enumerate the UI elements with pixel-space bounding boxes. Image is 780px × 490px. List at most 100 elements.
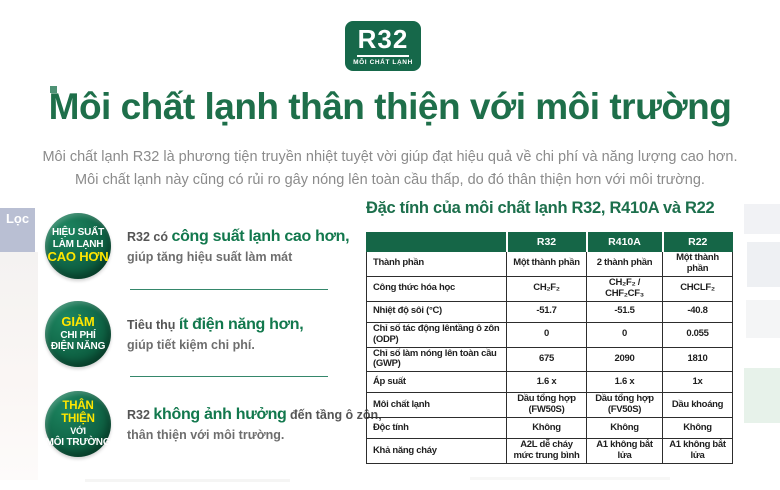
intro-paragraph: Môi chất lạnh R32 là phương tiện truyền … [0, 146, 780, 192]
row-label: Công thức hóa học [366, 275, 507, 302]
benefit-highlight: ít điện năng hơn, [178, 315, 304, 333]
page-title: Môi chất lạnh thân thiện với môi trường [48, 86, 732, 127]
row-label: Môi chất lạnh [366, 392, 507, 419]
cell-r410a: 0 [586, 321, 663, 348]
cell-r22: 1x [662, 371, 733, 394]
background-image-remnant-left [0, 252, 38, 480]
benefit-line-1: Tiêu thụ ít điện năng hơn, [127, 315, 304, 336]
cell-r32: 675 [506, 346, 587, 373]
spec-table-panel: Đặc tính của môi chất lạnh R32, R410A và… [366, 199, 734, 465]
col-header-r22: R22 [661, 232, 733, 252]
badge-line-highlight: CAO HƠN [47, 249, 109, 265]
col-header-r32: R32 [505, 232, 587, 252]
cell-r410a: 1.6 x [586, 371, 663, 394]
cell-r410a: CH₂F₂ / CHF₂CF₃ [586, 275, 663, 302]
row-label: Chỉ số tác động lêntầng ô zôn (ODP) [366, 321, 507, 348]
benefit-prefix: R32 [127, 407, 154, 422]
benefit-line-2: giúp tiết kiệm chi phí. [127, 337, 255, 352]
benefit-prefix: Tiêu thụ [127, 317, 179, 332]
background-remnant-right-1 [744, 204, 780, 234]
badge-line: MÔI TRƯỜNG [45, 436, 111, 448]
table-row: Áp suất 1.6 x 1.6 x 1x [366, 371, 733, 394]
background-filter-button[interactable]: Lọc [0, 208, 35, 252]
benefit-circle-badge: HIỆU SUẤT LÀM LẠNH CAO HƠN [45, 213, 111, 279]
badge-line: CHI PHÍ [60, 329, 96, 341]
cell-r410a: 2 thành phần [586, 251, 663, 277]
table-row: Chỉ số làm nóng lên toàn cầu (GWP) 675 2… [366, 346, 733, 373]
benefit-text: R32 có công suất lạnh cao hơn, giúp tăng… [127, 227, 350, 265]
cell-r22: 1810 [662, 346, 733, 373]
intro-line-2: Môi chất lạnh này cũng có rủi ro gây nón… [75, 172, 705, 189]
row-label: Nhiệt độ sôi (°C) [366, 300, 507, 323]
cell-r22: A1 không bắt lửa [662, 438, 733, 465]
badge-line: ĐIỆN NĂNG [50, 341, 106, 353]
badge-line-highlight: THÂN THIỆN [61, 399, 95, 426]
ghost-text-remnant-1 [85, 479, 290, 482]
cell-r410a: Không [586, 417, 663, 440]
cell-r32: 1.6 x [506, 371, 587, 394]
background-remnant-right-2 [747, 242, 780, 287]
table-row: Công thức hóa học CH₂F₂ CH₂F₂ / CHF₂CF₃ … [366, 275, 733, 302]
r32-logo-subtitle: MÔI CHẤT LẠNH [353, 58, 413, 66]
cell-r32: CH₂F₂ [506, 275, 587, 302]
benefit-text: R32 không ảnh hưởng đến tầng ô zôn, thân… [127, 405, 382, 443]
cell-r32: -51.7 [506, 300, 587, 323]
table-header-row: R32 R410A R22 [366, 232, 733, 252]
badge-line-highlight: GIẢM [61, 314, 95, 330]
row-label: Thành phần [366, 251, 507, 277]
row-label: Áp suất [366, 371, 507, 394]
benefit-prefix: R32 có [127, 229, 172, 244]
badge-line: VỚI [70, 426, 86, 437]
r32-logo-title: R32 [357, 24, 409, 55]
benefit-circle-badge: GIẢM CHI PHÍ ĐIỆN NĂNG [45, 301, 111, 367]
table-row: Chỉ số tác động lêntầng ô zôn (ODP) 0 0 … [366, 321, 733, 348]
table-row: Độc tính Không Không Không [366, 417, 733, 440]
benefit-item-environment: THÂN THIỆN VỚI MÔI TRƯỜNG R32 không ảnh … [45, 391, 382, 457]
background-bullet-remnant [50, 86, 57, 93]
background-remnant-right-3 [746, 300, 780, 338]
cell-r410a: Dầu tổng hợp (FV50S) [586, 392, 663, 419]
table-row: Khả năng cháy A2L dễ cháy mức trung bình… [366, 438, 733, 465]
background-remnant-right-4 [744, 368, 780, 423]
row-label: Chỉ số làm nóng lên toàn cầu (GWP) [366, 346, 507, 373]
benefit-line-1: R32 không ảnh hưởng đến tầng ô zôn, [127, 405, 382, 426]
benefit-text: Tiêu thụ ít điện năng hơn, giúp tiết kiệ… [127, 315, 304, 353]
benefit-highlight: công suất lạnh cao hơn, [171, 227, 350, 245]
cell-r32: Dầu tổng hợp (FW50S) [506, 392, 587, 419]
row-label: Độc tính [366, 417, 507, 440]
cell-r410a: -51.5 [586, 300, 663, 323]
ghost-text-remnant-2 [470, 477, 670, 480]
benefit-line-1: R32 có công suất lạnh cao hơn, [127, 227, 350, 248]
spec-table-title: Đặc tính của môi chất lạnh R32, R410A và… [366, 199, 715, 217]
table-row: Thành phần Một thành phần 2 thành phần M… [366, 251, 733, 277]
cell-r22: Một thành phần [662, 251, 733, 277]
benefit-item-cooling-capacity: HIỆU SUẤT LÀM LẠNH CAO HƠN R32 có công s… [45, 213, 365, 279]
benefit-divider [130, 376, 328, 377]
refrigerant-comparison-table: R32 R410A R22 Thành phần Một thành phần … [366, 232, 733, 465]
badge-line: LÀM LẠNH [52, 238, 104, 250]
cell-r32: A2L dễ cháy mức trung bình [506, 438, 587, 465]
r32-logo-divider [357, 55, 409, 57]
cell-r410a: A1 không bắt lửa [586, 438, 663, 465]
intro-line-1: Môi chất lạnh R32 là phương tiện truyền … [42, 149, 738, 165]
col-header-r410a: R410A [585, 232, 663, 252]
table-row: Nhiệt độ sôi (°C) -51.7 -51.5 -40.8 [366, 300, 733, 323]
cell-r32: Một thành phần [506, 251, 587, 277]
cell-r32: Không [506, 417, 587, 440]
benefit-divider [130, 289, 328, 290]
benefit-item-energy-cost: GIẢM CHI PHÍ ĐIỆN NĂNG Tiêu thụ ít điện … [45, 301, 365, 367]
benefit-line-2: thân thiện với môi trường. [127, 427, 285, 442]
cell-r22: Không [662, 417, 733, 440]
cell-r22: CHCLF₂ [662, 275, 733, 302]
badge-line: HIỆU SUẤT [51, 227, 105, 239]
col-header-empty [366, 232, 507, 252]
table-row: Môi chất lạnh Dầu tổng hợp (FW50S) Dầu t… [366, 392, 733, 419]
cell-r22: -40.8 [662, 300, 733, 323]
benefit-circle-badge: THÂN THIỆN VỚI MÔI TRƯỜNG [45, 391, 111, 457]
benefit-line-2: giúp tăng hiệu suất làm mát [127, 249, 293, 264]
cell-r410a: 2090 [586, 346, 663, 373]
row-label: Khả năng cháy [366, 438, 507, 465]
benefit-suffix: đến tầng ô zôn, [286, 407, 382, 422]
cell-r32: 0 [506, 321, 587, 348]
